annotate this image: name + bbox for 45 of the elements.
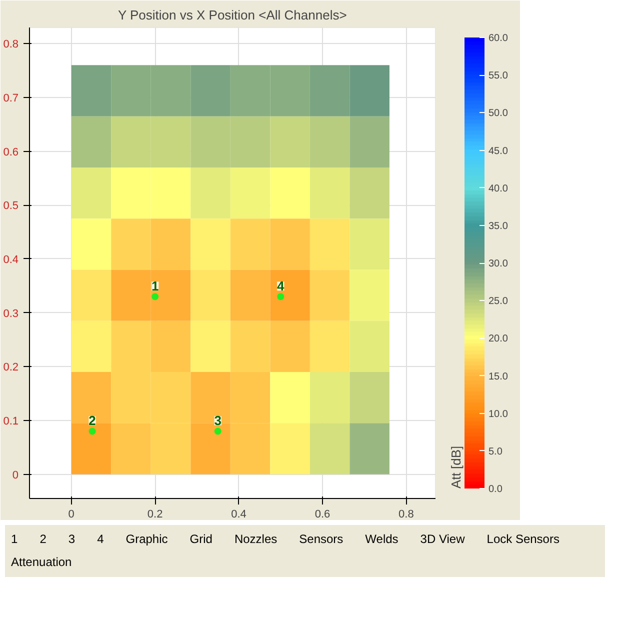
y-tick-label: 0.5 [3,200,19,212]
text: Lock Sensors [486,531,560,548]
annotation: 2 [88,413,96,428]
color-bar-label: 5.0 [488,446,503,458]
annotation: 3 [214,413,222,428]
color-bar-label: 30.0 [488,258,508,270]
annotation: 4 [277,278,286,294]
x-tick-label: 0.6 [314,508,330,520]
y-tick-label: 0.4 [3,254,19,266]
text: Nozzles [234,531,278,548]
y-tick-label: 0.7 [3,92,19,104]
color-bar-label: 10.0 [488,408,508,420]
color-bar-label: 25.0 [488,296,508,308]
y-tick-label: 0.6 [3,146,19,158]
text: 4 [97,531,104,548]
color-bar-title: Att [dB] [448,446,464,488]
text: 3D View [420,531,465,548]
text: Grid [190,531,212,548]
text: Welds [365,531,398,548]
x-tick-label: 0.8 [398,508,414,520]
color-bar-label: 40.0 [488,183,508,194]
text: 2 [40,531,46,548]
color-bar-label: 15.0 [488,371,508,382]
x-tick-label: 0.4 [231,508,246,520]
text: Graphic [126,531,168,548]
y-tick-label: 0.2 [3,362,19,374]
y-tick-label: 0.1 [3,415,19,428]
x-tick-label: 0.2 [147,508,163,520]
color-bar-label: 20.0 [488,334,508,345]
color-bar-label: 60.0 [488,33,508,44]
chart-title: Y Position vs X Position <All Channels> [118,8,347,22]
text: 1 [11,531,18,548]
text: Attenuation [11,554,72,572]
text: Sensors [299,531,344,548]
color-bar-label: 55.0 [488,70,508,82]
annotation: 1 [151,278,159,294]
y-tick-label: 0.3 [3,308,19,320]
color-bar-label: 35.0 [488,220,508,232]
y-tick-label: 0.8 [3,38,19,51]
color-bar-label: 0.0 [488,484,503,495]
text: 3 [68,531,76,548]
y-tick-label: 0 [12,469,19,482]
color-bar-label: 45.0 [488,146,508,157]
color-bar-label: 50.0 [488,108,508,120]
x-tick-label: 0 [68,508,74,520]
